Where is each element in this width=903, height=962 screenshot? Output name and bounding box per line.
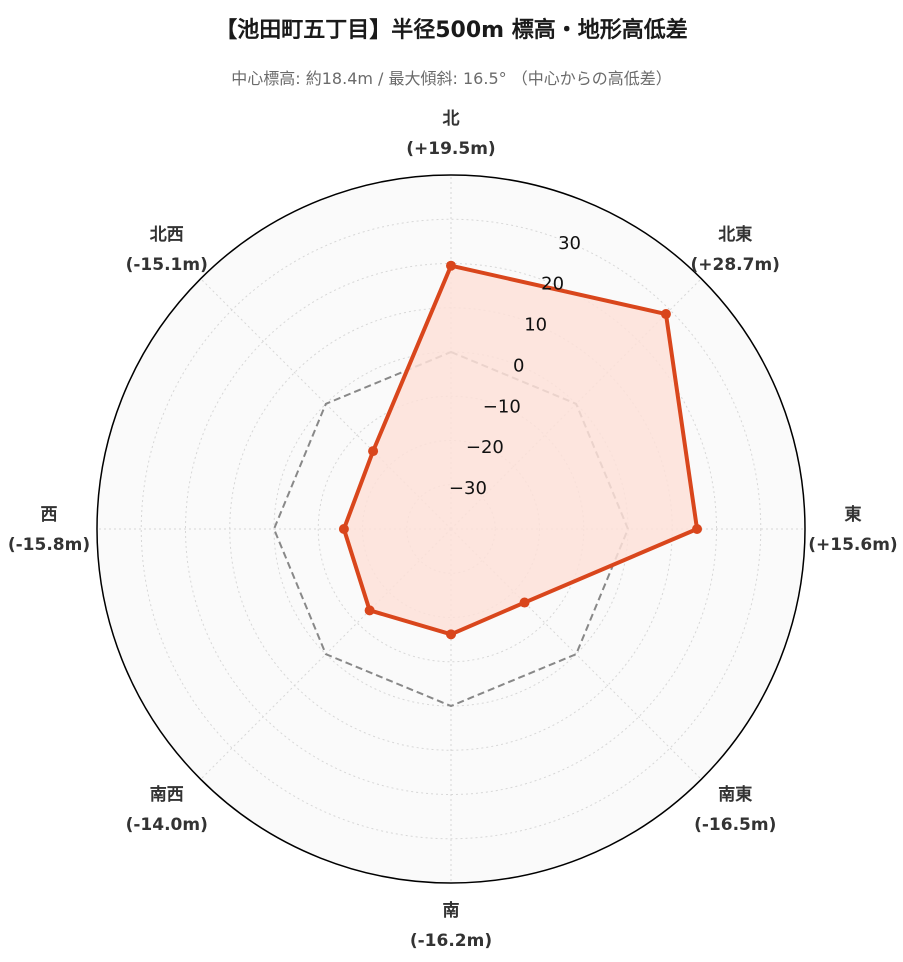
series-point-0 (446, 260, 456, 271)
outer-ring (96, 174, 806, 884)
series-point-5 (364, 605, 375, 616)
series-point-1 (660, 309, 671, 320)
series-point-3 (519, 597, 530, 608)
series-point-6 (338, 524, 349, 534)
direction-value-label: (-14.0m) (126, 815, 208, 835)
direction-label: 北 (443, 109, 460, 129)
direction-value-label: (+28.7m) (691, 255, 780, 275)
series-point-4 (446, 629, 456, 640)
direction-label: 東 (845, 504, 862, 525)
direction-value-label: (-15.1m) (126, 255, 208, 275)
direction-value-label: (+19.5m) (406, 139, 495, 159)
direction-label: 西 (41, 505, 58, 525)
direction-value-label: (-15.8m) (8, 535, 90, 555)
direction-label: 南西 (150, 784, 184, 805)
direction-label: 南 (443, 900, 460, 921)
radial-tick-label: −30 (449, 478, 487, 499)
series-point-2 (692, 524, 703, 534)
direction-value-label: (-16.5m) (694, 815, 776, 835)
direction-label: 北西 (150, 225, 184, 245)
direction-value-label: (-16.2m) (410, 931, 492, 951)
radial-tick-label: −10 (483, 396, 521, 417)
radial-tick-label: −20 (466, 437, 504, 458)
direction-value-label: (+15.6m) (808, 535, 897, 555)
grid-circle (140, 218, 762, 840)
grid-spoke (450, 528, 702, 780)
radial-tick-label: 30 (558, 233, 581, 254)
direction-label: 南東 (718, 784, 752, 805)
radial-tick-label: 10 (524, 315, 547, 336)
radial-tick-label: 0 (513, 355, 524, 376)
chart-title: 【池田町五丁目】半径500m 標高・地形高低差 (215, 18, 688, 43)
series-point-7 (368, 446, 379, 457)
chart-subtitle: 中心標高: 約18.4m / 最大傾斜: 16.5° （中心からの高低差） (231, 69, 672, 88)
radial-tick-label: 20 (541, 274, 564, 295)
direction-label: 北東 (718, 224, 752, 245)
